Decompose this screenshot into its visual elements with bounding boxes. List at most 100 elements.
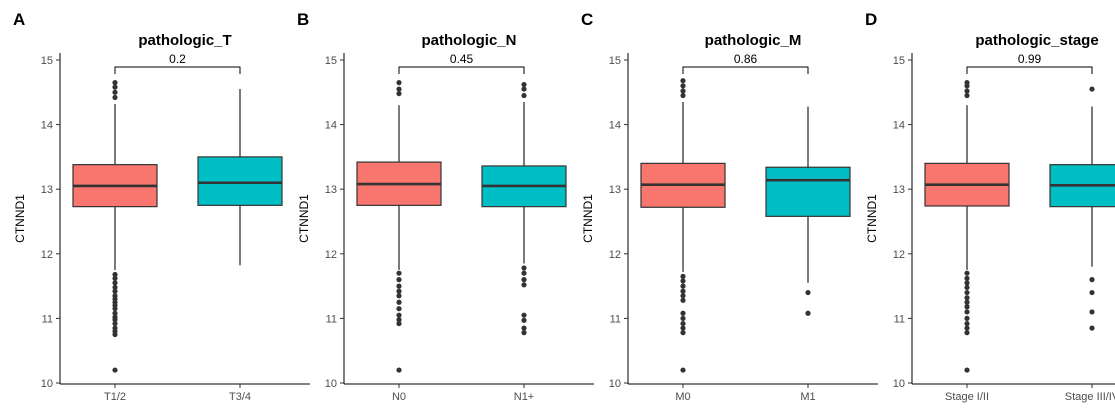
x-tick-label: N0 (392, 391, 406, 403)
outlier-point (964, 320, 970, 327)
outlier-point (112, 89, 118, 95)
outlier-point (964, 280, 970, 286)
outlier-point (964, 295, 970, 301)
comparison-bracket (682, 66, 809, 74)
panel-title: pathologic_N (421, 32, 516, 49)
outlier-point (396, 320, 402, 327)
y-axis-label: CTNND1 (581, 194, 595, 243)
outlier-point (521, 317, 527, 323)
x-tick-label: T3/4 (229, 391, 251, 403)
y-tick-label: 13 (893, 184, 905, 196)
outlier-point (112, 80, 118, 86)
y-tick-label: 15 (325, 55, 337, 67)
outlier-point (964, 80, 970, 86)
p-value-label: 0.2 (169, 52, 186, 66)
outlier-point (1089, 325, 1095, 331)
y-tick-label: 13 (609, 184, 621, 196)
box-2 (481, 81, 567, 336)
y-tick-label: 11 (42, 313, 53, 325)
outlier-point (112, 310, 118, 316)
y-tick-label: 11 (610, 313, 621, 325)
outlier-point (396, 312, 402, 318)
outlier-point (396, 90, 402, 97)
outlier-point (680, 325, 686, 331)
outlier-point (964, 275, 970, 281)
x-tick-label: T1/2 (104, 391, 126, 403)
outlier-point (680, 320, 686, 327)
outlier-point (805, 289, 811, 296)
outlier-point (396, 288, 402, 294)
y-tick-label: 10 (609, 378, 621, 390)
outlier-point (680, 288, 686, 294)
outlier-point (521, 312, 527, 318)
y-tick-label: 10 (893, 378, 905, 390)
box-2 (1049, 86, 1115, 331)
y-tick-label: 15 (893, 55, 905, 67)
box-1 (356, 80, 442, 373)
outlier-point (112, 317, 118, 323)
outlier-point (680, 293, 686, 299)
comparison-bracket (114, 66, 241, 74)
panel-letter: A (13, 10, 25, 29)
outlier-point (396, 270, 402, 276)
outlier-point (112, 306, 118, 312)
y-tick-label: 10 (325, 378, 337, 390)
outlier-point (521, 92, 527, 99)
y-tick-label: 13 (41, 184, 53, 196)
box-1 (640, 78, 726, 373)
y-tick-label: 11 (326, 313, 337, 325)
y-tick-label: 15 (41, 55, 53, 67)
x-tick-label: M0 (675, 391, 690, 403)
outlier-point (396, 283, 402, 289)
outlier-point (680, 273, 686, 280)
outlier-point (396, 293, 402, 299)
x-tick-label: Stage I/II (945, 391, 989, 403)
y-axis-label: CTNND1 (865, 194, 879, 243)
outlier-point (112, 280, 118, 286)
outlier-point (964, 92, 970, 99)
outlier-point (521, 277, 527, 283)
panel-title: pathologic_T (138, 32, 231, 49)
outlier-point (521, 330, 527, 336)
x-tick-label: M1 (800, 391, 815, 403)
outlier-point (112, 320, 118, 327)
outlier-point (112, 288, 118, 294)
outlier-point (396, 277, 402, 283)
x-tick-label: Stage III/IV (1065, 391, 1115, 403)
outlier-point (112, 367, 118, 373)
outlier-point (521, 86, 527, 92)
outlier-point (680, 330, 686, 336)
outlier-point (964, 88, 970, 94)
outlier-point (964, 367, 970, 373)
outlier-point (1089, 86, 1095, 92)
outlier-point (521, 265, 527, 271)
x-tick-label: N1+ (514, 391, 535, 403)
outlier-point (396, 80, 402, 86)
outlier-point (680, 83, 686, 89)
outlier-point (396, 317, 402, 323)
box-1 (72, 80, 158, 373)
box-body (197, 156, 283, 206)
outlier-point (112, 331, 118, 338)
outlier-point (680, 92, 686, 99)
outlier-point (521, 282, 527, 288)
outlier-point (396, 367, 402, 373)
y-tick-label: 14 (325, 120, 337, 132)
y-tick-label: 12 (41, 249, 53, 261)
outlier-point (1089, 289, 1095, 296)
comparison-bracket (398, 66, 525, 74)
y-tick-label: 12 (609, 249, 621, 261)
box-body (765, 166, 851, 217)
outlier-point (964, 299, 970, 305)
outlier-point (964, 315, 970, 321)
p-value-label: 0.99 (1018, 52, 1042, 66)
y-tick-label: 15 (609, 55, 621, 67)
outlier-point (1089, 277, 1095, 283)
panel-letter: B (297, 10, 309, 29)
outlier-point (680, 278, 686, 284)
outlier-point (964, 330, 970, 336)
